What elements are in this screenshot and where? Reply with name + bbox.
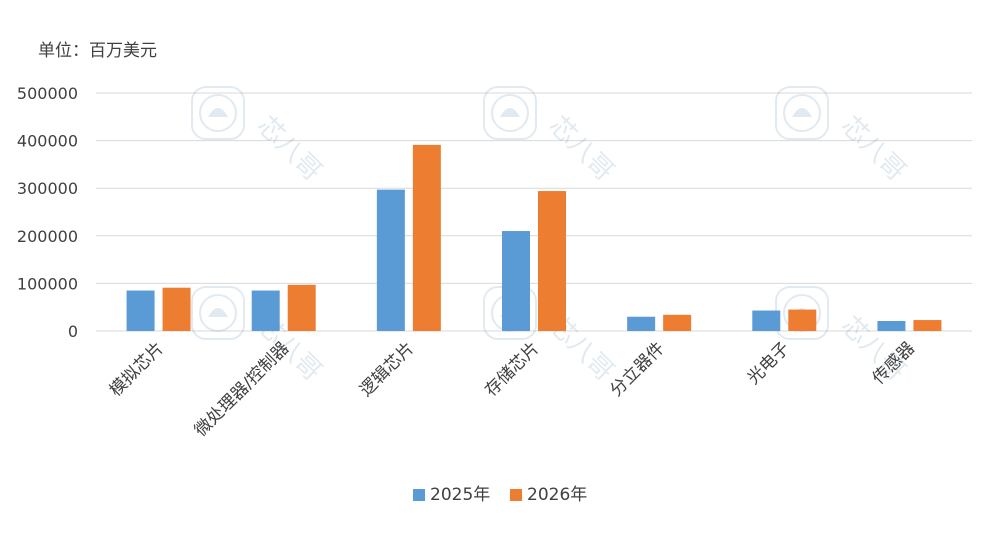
legend-swatch [510,489,522,501]
x-axis-tick-labels: 模拟芯片 微处理器/控制器 逻辑芯片 存储芯片 分立器件 光电子 传感器 [106,338,919,440]
watermark-circle [491,94,529,132]
watermark-text: 芯八哥 [251,111,327,187]
watermark-logo: 芯八哥 [191,86,327,187]
y-tick-label: 300000 [17,179,78,198]
watermark-text: 芯八哥 [543,111,619,187]
watermark-frame [191,286,245,340]
y-axis-tick-labels: 0 100000 200000 300000 400000 500000 [17,84,78,341]
x-tick-label: 模拟芯片 [106,338,168,400]
watermark-frame [191,86,245,140]
bar [913,320,942,331]
legend-swatch [413,489,425,501]
watermark-frame [483,86,537,140]
y-tick-label: 400000 [17,132,78,151]
watermark-mark [208,308,228,317]
bar [162,287,191,331]
bar [627,316,656,331]
bar [663,314,692,331]
y-tick-label: 500000 [17,84,78,103]
bar [376,189,405,331]
unit-label: 单位：百万美元 [38,41,157,61]
watermark-circle [199,94,237,132]
watermark-mark [208,108,228,117]
x-tick-label: 逻辑芯片 [356,338,418,400]
x-tick-label: 存储芯片 [481,338,543,400]
bar [752,310,781,331]
watermark-frame [775,86,829,140]
gridlines [96,92,972,332]
bar [287,284,316,331]
bar [126,290,155,331]
bar [412,144,441,331]
x-tick-label: 微处理器/控制器 [191,338,293,440]
watermark-mark [792,108,812,117]
watermark-text: 芯八哥 [835,111,911,187]
watermark-circle [199,294,237,332]
y-tick-label: 200000 [17,227,78,246]
watermark-logo: 芯八哥 [775,86,911,187]
legend-item: 2026年 [510,485,587,505]
bar [877,321,906,331]
watermark-logo: 芯八哥 [483,86,619,187]
y-tick-label: 100000 [17,274,78,293]
y-tick-label: 0 [68,322,78,341]
bar [502,231,530,331]
legend-label: 2026年 [527,485,587,505]
watermark-mark [500,108,520,117]
bar [538,191,566,331]
watermark-circle [783,94,821,132]
legend-item: 2025年 [413,485,490,505]
bars [126,144,942,331]
legend-label: 2025年 [430,485,490,505]
bar [251,290,280,331]
x-tick-label: 光电子 [744,338,794,388]
bar [788,309,817,331]
legend: 2025年 2026年 [413,485,587,505]
